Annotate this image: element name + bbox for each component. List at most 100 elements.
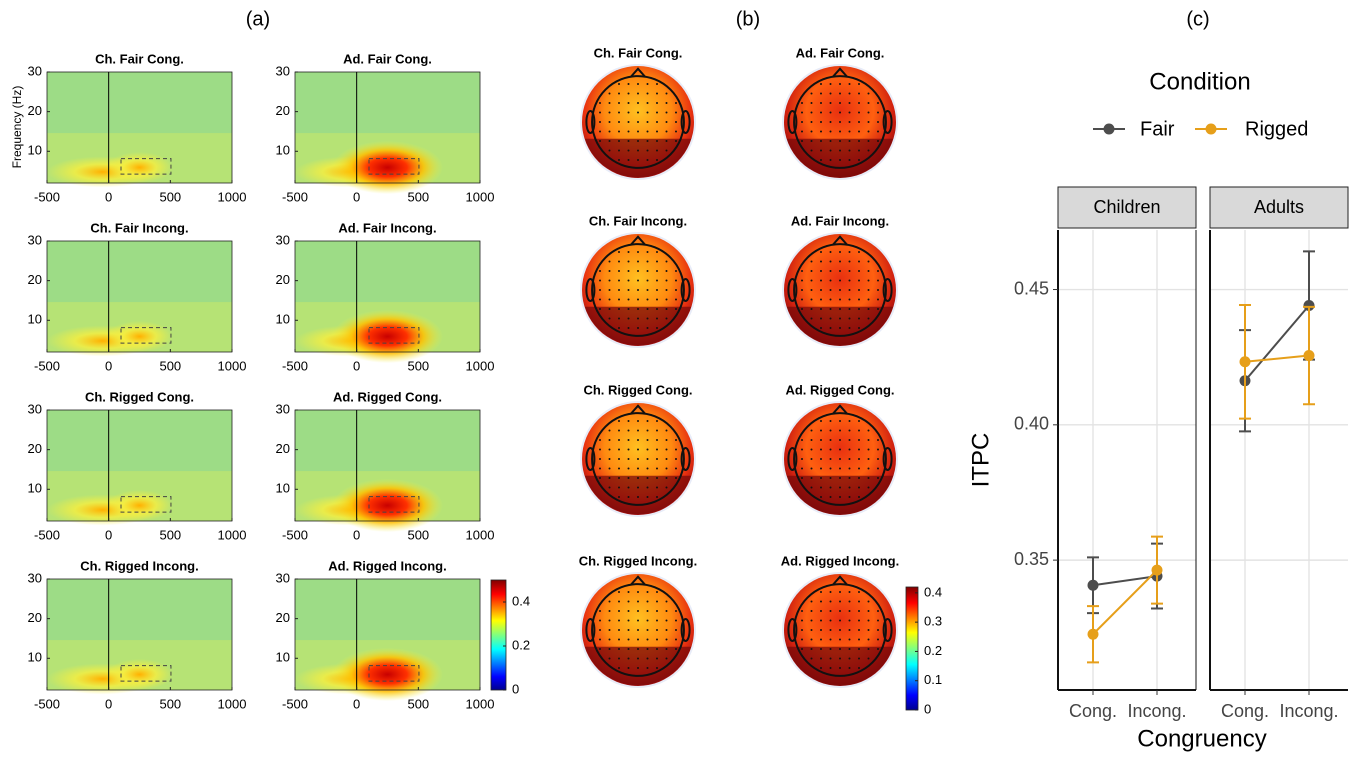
electrode (849, 289, 851, 291)
electrode (849, 458, 851, 460)
electrode (820, 487, 822, 489)
electrode (868, 629, 870, 631)
electrode (628, 318, 630, 320)
electrode (830, 629, 832, 631)
electrode (618, 487, 620, 489)
colorbar-tick-label: 0.4 (924, 584, 942, 599)
electrode (637, 251, 639, 253)
electrode (839, 477, 841, 479)
electrode (858, 318, 860, 320)
electrode (820, 83, 822, 85)
electrode (830, 430, 832, 432)
electrode (877, 639, 879, 641)
electrode (637, 458, 639, 460)
colorbar-tick-label: 0.2 (512, 637, 530, 652)
legend-point (1206, 124, 1217, 135)
electrode (820, 449, 822, 451)
electrode (647, 477, 649, 479)
electrode (609, 487, 611, 489)
electrode (830, 299, 832, 301)
electrode (801, 449, 803, 451)
electrode (618, 439, 620, 441)
x-tick-label: 0 (353, 527, 360, 542)
electrode (675, 449, 677, 451)
electrode (599, 140, 601, 142)
electrode (618, 629, 620, 631)
electrode (830, 261, 832, 263)
y-tick-label: 20 (276, 610, 290, 625)
electrode (858, 439, 860, 441)
electrode (858, 121, 860, 123)
x-tick-label: 0 (105, 527, 112, 542)
electrode (618, 121, 620, 123)
electrode (801, 112, 803, 114)
electrode (820, 261, 822, 263)
electrode (647, 648, 649, 650)
electrode (618, 261, 620, 263)
electrode (647, 601, 649, 603)
electrode (849, 449, 851, 451)
electrode (858, 261, 860, 263)
electrode (830, 639, 832, 641)
electrode (839, 150, 841, 152)
point (1152, 565, 1163, 576)
electrode (647, 620, 649, 622)
electrode (849, 112, 851, 114)
electrode (656, 102, 658, 104)
electrode (811, 658, 813, 660)
x-tick-label: 500 (407, 527, 429, 542)
electrode (656, 658, 658, 660)
electrode (666, 261, 668, 263)
electrode (675, 477, 677, 479)
electrode (849, 270, 851, 272)
electrode (868, 308, 870, 310)
electrode (839, 430, 841, 432)
electrode (628, 159, 630, 161)
electrode (675, 102, 677, 104)
x-tick-label: -500 (34, 527, 60, 542)
y-tick-label: 10 (276, 481, 290, 496)
electrode (666, 140, 668, 142)
heatmap-title: Ad. Fair Cong. (343, 51, 432, 66)
electrode (858, 449, 860, 451)
topoplot (580, 64, 696, 180)
electrode (811, 131, 813, 133)
electrode (830, 83, 832, 85)
y-tick-label: 0.45 (1014, 278, 1049, 298)
electrode (599, 468, 601, 470)
electrode (637, 610, 639, 612)
electrode (868, 150, 870, 152)
heatmap-title: Ad. Fair Incong. (338, 220, 436, 235)
electrode (839, 327, 841, 329)
electrode (811, 449, 813, 451)
electrode (656, 629, 658, 631)
electrode (820, 318, 822, 320)
electrode (599, 270, 601, 272)
electrode (839, 601, 841, 603)
electrode (849, 648, 851, 650)
electrode (656, 601, 658, 603)
y-tick-label: 10 (28, 143, 42, 158)
electrode (830, 648, 832, 650)
electrode (811, 601, 813, 603)
electrode (666, 112, 668, 114)
y-tick-label: 10 (28, 312, 42, 327)
electrode (877, 610, 879, 612)
electrode (868, 468, 870, 470)
electrode (609, 629, 611, 631)
x-tick-label: 500 (407, 189, 429, 204)
electrode (647, 468, 649, 470)
electrode (858, 131, 860, 133)
electrode (656, 639, 658, 641)
electrode (801, 131, 803, 133)
colorbar (906, 587, 918, 710)
y-tick-label: 10 (28, 650, 42, 665)
electrode (877, 629, 879, 631)
topoplot-title: Ad. Rigged Incong. (781, 553, 899, 568)
electrode (628, 270, 630, 272)
electrode (618, 299, 620, 301)
electrode (820, 601, 822, 603)
electrode (637, 140, 639, 142)
topo-occipital (787, 139, 893, 178)
electrode (599, 610, 601, 612)
